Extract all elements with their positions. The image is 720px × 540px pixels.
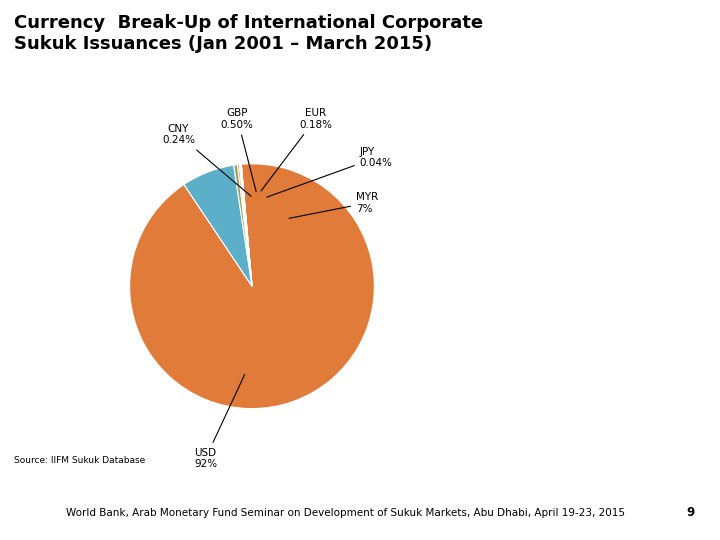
Text: GBP
0.50%: GBP 0.50% (221, 108, 256, 192)
Wedge shape (241, 164, 252, 286)
Text: Currency  Break-Up of International Corporate: Currency Break-Up of International Corpo… (14, 14, 484, 31)
Text: USD
92%: USD 92% (194, 374, 245, 469)
Text: MYR
7%: MYR 7% (289, 192, 378, 218)
Wedge shape (130, 164, 374, 409)
Text: JPY
0.04%: JPY 0.04% (267, 147, 392, 197)
Text: Sukuk Issuances (Jan 2001 – March 2015): Sukuk Issuances (Jan 2001 – March 2015) (14, 35, 433, 53)
Text: 9: 9 (687, 507, 695, 519)
Text: Source: IIFM Sukuk Database: Source: IIFM Sukuk Database (14, 456, 145, 465)
Wedge shape (238, 165, 252, 286)
Text: EUR
0.18%: EUR 0.18% (261, 108, 332, 191)
Wedge shape (184, 165, 252, 286)
Wedge shape (239, 164, 252, 286)
Text: CNY
0.24%: CNY 0.24% (162, 124, 251, 196)
Wedge shape (234, 165, 252, 286)
Wedge shape (240, 164, 252, 286)
Text: World Bank, Arab Monetary Fund Seminar on Development of Sukuk Markets, Abu Dhab: World Bank, Arab Monetary Fund Seminar o… (66, 508, 625, 518)
